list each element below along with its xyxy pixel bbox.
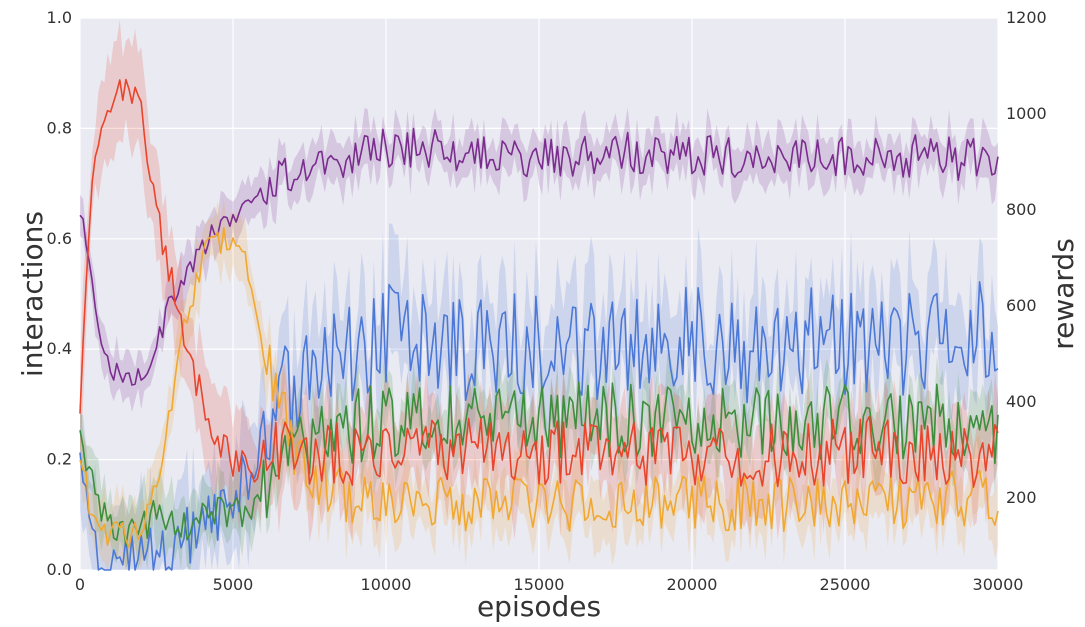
series-line xyxy=(79,227,999,549)
y-axis-label: interactions xyxy=(16,211,49,377)
series-band xyxy=(80,107,998,413)
y-tick-label: 0.6 xyxy=(47,229,72,248)
x-tick-label: 20000 xyxy=(667,575,718,594)
y2-tick-label: 800 xyxy=(1006,200,1037,219)
y2-tick-label: 400 xyxy=(1006,392,1037,411)
y2-tick-label: 1200 xyxy=(1006,8,1047,27)
x-tick-label: 10000 xyxy=(361,575,412,594)
series-line xyxy=(79,78,999,488)
series-line xyxy=(79,281,999,571)
y2-tick-label: 200 xyxy=(1006,488,1037,507)
x-tick-label: 0 xyxy=(75,575,85,594)
x-axis-label: episodes xyxy=(477,590,601,623)
x-tick-labels: 0 5000 10000 15000 20000 25000 30000 xyxy=(75,575,1024,594)
y2-axis-label: rewards xyxy=(1047,238,1080,350)
x-tick-label: 15000 xyxy=(514,575,565,594)
series-band xyxy=(80,223,998,570)
y-tick-label: 0.2 xyxy=(47,450,72,469)
y-tick-label: 0.8 xyxy=(47,118,72,137)
x-tick-label: 5000 xyxy=(213,575,254,594)
y2-tick-label: 1000 xyxy=(1006,104,1047,123)
x-tick-label: 30000 xyxy=(973,575,1024,594)
series-lines xyxy=(79,78,999,571)
y2-tick-label: 600 xyxy=(1006,296,1037,315)
y-tick-label: 0.4 xyxy=(47,339,72,358)
x-tick-label: 25000 xyxy=(820,575,871,594)
series-line xyxy=(79,127,999,386)
y-tick-label: 1.0 xyxy=(47,8,72,27)
series-band xyxy=(80,19,998,543)
y-tick-label: 0.0 xyxy=(47,560,72,579)
series-line xyxy=(79,381,999,547)
y2-tick-labels: 200 400 600 800 1000 1200 xyxy=(1006,8,1047,507)
y-tick-labels: 0.0 0.2 0.4 0.6 0.8 1.0 xyxy=(47,8,72,579)
